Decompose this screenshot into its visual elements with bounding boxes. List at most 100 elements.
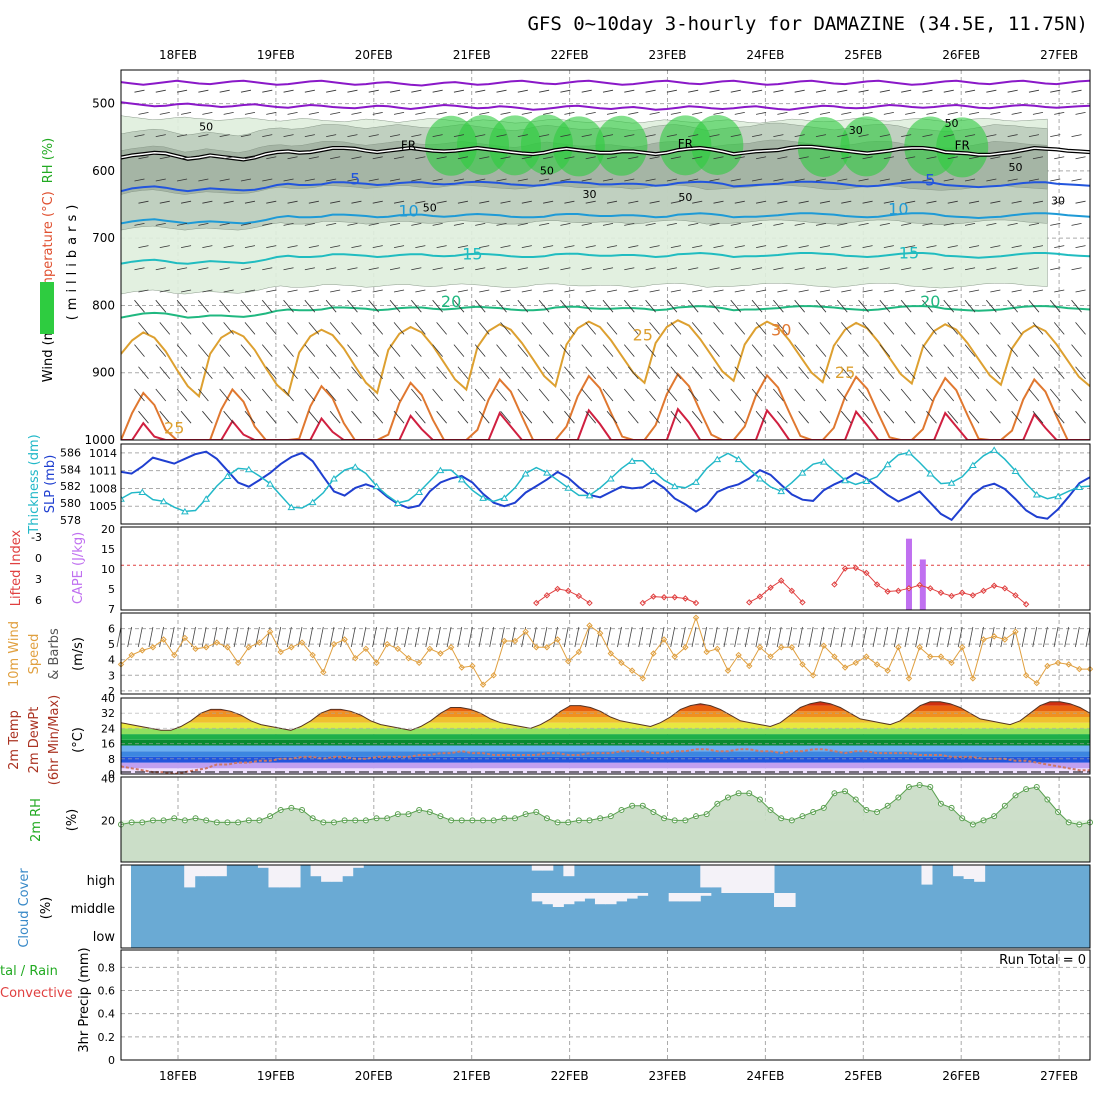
- thickness-marker: [415, 488, 424, 495]
- wind10-barb: [776, 626, 782, 648]
- wind-barb: [794, 267, 805, 271]
- thickness-marker: [628, 457, 637, 464]
- rh2m-tick-label: 40: [101, 773, 115, 786]
- rh2m-tick-label: 20: [101, 814, 115, 827]
- temp-ylabel: (°C): [71, 727, 86, 753]
- wind-barb: [645, 299, 656, 313]
- wind-barb: [990, 322, 1001, 335]
- wind-barb: [581, 267, 592, 271]
- wind-barb: [283, 388, 294, 402]
- wind-barb: [883, 245, 894, 248]
- wind10-barb: [1085, 626, 1091, 648]
- thickness-marker: [121, 495, 125, 502]
- wind-barb: [479, 156, 490, 160]
- wind-barb: [517, 388, 529, 402]
- precip-tick-label: 0: [108, 1054, 115, 1067]
- wind-barb: [240, 89, 252, 93]
- wind-barb: [602, 344, 614, 357]
- wind-barb: [155, 267, 166, 271]
- wind-barb: [1028, 222, 1040, 226]
- cloud-middle-cell: [637, 893, 649, 896]
- x-tick-label-bottom: 23FEB: [649, 1069, 687, 1083]
- wind-barb: [986, 222, 997, 226]
- wind-barb: [180, 111, 192, 115]
- slp-tick-label: 1014: [89, 447, 117, 460]
- data-layer: 50 50 30 50 50 50 50 30 30 30 FR FR FR 5 5 10 10 15 15 20 20…: [116, 79, 1094, 948]
- wind-barb: [308, 245, 319, 248]
- wind10-barb: [1021, 626, 1027, 648]
- wind-barb: [265, 366, 277, 380]
- wind10-barb: [404, 626, 409, 648]
- wind-barb: [947, 289, 958, 293]
- thickness-marker: [159, 497, 168, 505]
- wind-barb: [624, 267, 635, 271]
- wind-barb: [1053, 322, 1065, 335]
- wind-barb: [138, 111, 149, 115]
- wind-barb: [543, 200, 554, 204]
- wind-barb: [180, 245, 192, 248]
- contour-label: 15: [462, 245, 482, 264]
- wind10-barb: [861, 626, 867, 648]
- wind-barb: [432, 388, 443, 402]
- wind-barb: [585, 200, 596, 204]
- wind-barb: [393, 156, 405, 160]
- wind-barb: [240, 267, 252, 271]
- wind-barb: [389, 299, 401, 313]
- temp-line: [121, 701, 1090, 774]
- thickness-marker: [244, 465, 253, 473]
- wind-barb: [901, 134, 912, 137]
- wind-barb: [389, 178, 401, 182]
- x-tick-label-bottom: 20FEB: [355, 1069, 393, 1083]
- wind10-barb: [712, 626, 718, 648]
- wind-barb: [815, 267, 827, 271]
- cloud-ylabel: Cloud Cover: [17, 868, 32, 948]
- wind-barb: [244, 289, 256, 293]
- wind-barb: [990, 289, 1001, 293]
- cloud-high-cell: [763, 865, 775, 893]
- wind-barb: [198, 222, 209, 226]
- wind-barb: [730, 344, 742, 357]
- wind-barb: [500, 111, 511, 115]
- wind-barb: [134, 222, 145, 226]
- lifted-tick-label: 3: [35, 573, 42, 586]
- wind-barb: [372, 111, 383, 115]
- wind-barb: [496, 222, 507, 226]
- wind-barb: [751, 344, 763, 357]
- thickness-marker: [713, 455, 722, 463]
- wind-barb: [453, 388, 465, 402]
- wind-barb: [474, 344, 486, 357]
- wind-barb: [1071, 178, 1082, 182]
- wind-barb: [539, 267, 550, 271]
- wind-barb: [964, 299, 976, 313]
- wind-barb: [1028, 299, 1040, 313]
- wind-barb: [436, 410, 447, 424]
- wind-barb: [368, 344, 380, 357]
- thickness-marker: [308, 498, 317, 506]
- wind-barb: [990, 410, 1001, 424]
- wind-barb: [389, 388, 401, 402]
- wind-barb: [688, 178, 699, 182]
- wind-barb: [709, 299, 720, 313]
- wind-barb: [283, 222, 294, 226]
- wind10-barb: [1064, 626, 1070, 648]
- wind-barb: [287, 200, 298, 204]
- wind10-barb: [499, 626, 505, 648]
- wind-barb: [581, 222, 592, 226]
- wind-barb: [883, 111, 894, 115]
- thickness-marker: [798, 469, 807, 476]
- wind-barb: [581, 344, 593, 357]
- wind-barb: [1071, 299, 1082, 313]
- cape-bar: [905, 538, 912, 610]
- wind-barb: [457, 410, 469, 424]
- wind-barb: [691, 410, 703, 424]
- wind-barb: [325, 299, 337, 313]
- wind-barb: [990, 111, 1001, 115]
- wind-barb: [436, 322, 447, 335]
- temp-ylabel: (6hr Min/Max): [47, 695, 62, 785]
- wind-barb: [901, 178, 912, 182]
- wind-barb: [1071, 222, 1082, 226]
- wind-barb: [542, 366, 554, 380]
- wind-barb: [606, 111, 618, 115]
- wind-barb: [773, 344, 784, 357]
- wind-barb: [240, 344, 252, 357]
